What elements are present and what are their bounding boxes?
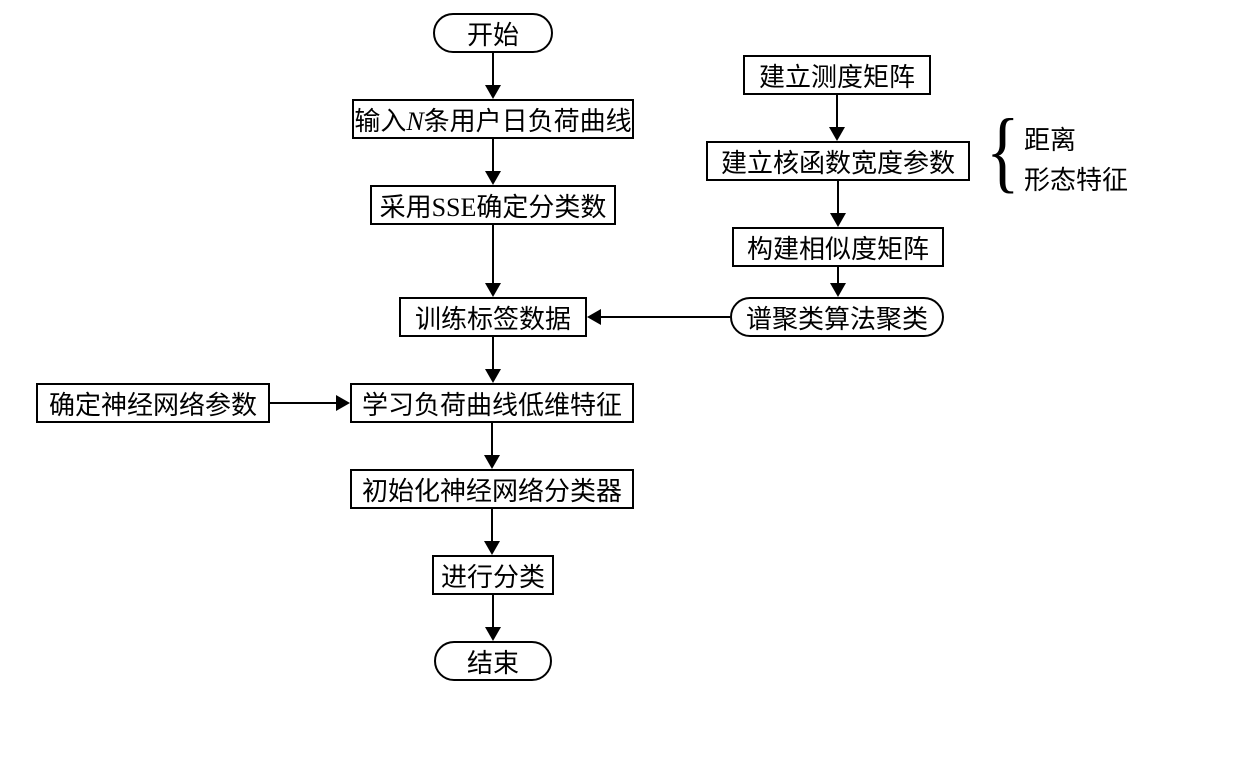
node-start: 开始 [433,13,553,53]
label: 采用SSE确定分类数 [380,187,607,224]
node-init-class: 初始化神经网络分类器 [350,469,634,509]
label: 建立核函数宽度参数 [721,143,955,180]
node-train-label: 训练标签数据 [399,297,587,337]
label: 建立测度矩阵 [759,57,915,94]
arrow-head-icon [484,455,500,469]
arrow-line [270,402,336,404]
arrow-line [492,53,494,85]
annotation-line-1: 形态特征 [1024,160,1128,197]
arrow-line [836,95,838,127]
arrow-line [491,423,493,455]
node-spectral: 谱聚类算法聚类 [730,297,944,337]
arrow-line [491,509,493,541]
arrow-head-icon [830,283,846,297]
arrow-line [492,337,494,369]
brace-icon: { [986,108,1020,199]
label: 进行分类 [441,557,545,594]
label: 初始化神经网络分类器 [362,471,622,508]
node-sim-matrix: 构建相似度矩阵 [732,227,944,267]
node-do-classify: 进行分类 [432,555,554,595]
label: 开始 [467,15,519,52]
label: 谱聚类算法聚类 [746,299,928,336]
label: 确定神经网络参数 [49,385,257,422]
node-sse: 采用SSE确定分类数 [370,185,616,225]
node-learn-feat: 学习负荷曲线低维特征 [350,383,634,423]
arrow-head-icon [485,283,501,297]
arrow-head-icon [485,627,501,641]
arrow-line [492,139,494,171]
annotation-line-0: 距离 [1024,120,1076,157]
arrow-head-icon [485,171,501,185]
arrow-head-icon [485,369,501,383]
node-input-n: 输入N条用户日负荷曲线 [352,99,634,139]
label: 训练标签数据 [415,299,571,336]
node-kernel-param: 建立核函数宽度参数 [706,141,970,181]
arrow-head-icon [485,85,501,99]
node-measure-mat: 建立测度矩阵 [743,55,931,95]
node-end: 结束 [434,641,552,681]
arrow-line [492,595,494,627]
arrow-head-icon [587,309,601,325]
label: 输入N条用户日负荷曲线 [354,101,631,138]
arrow-line [837,181,839,213]
label: 构建相似度矩阵 [747,229,929,266]
arrow-head-icon [829,127,845,141]
arrow-line [492,225,494,283]
arrow-head-icon [484,541,500,555]
arrow-head-icon [336,395,350,411]
arrow-head-icon [830,213,846,227]
label: 学习负荷曲线低维特征 [362,385,622,422]
arrow-line [601,316,730,318]
arrow-line [837,267,839,283]
node-nn-params: 确定神经网络参数 [36,383,270,423]
label: 结束 [467,643,519,680]
